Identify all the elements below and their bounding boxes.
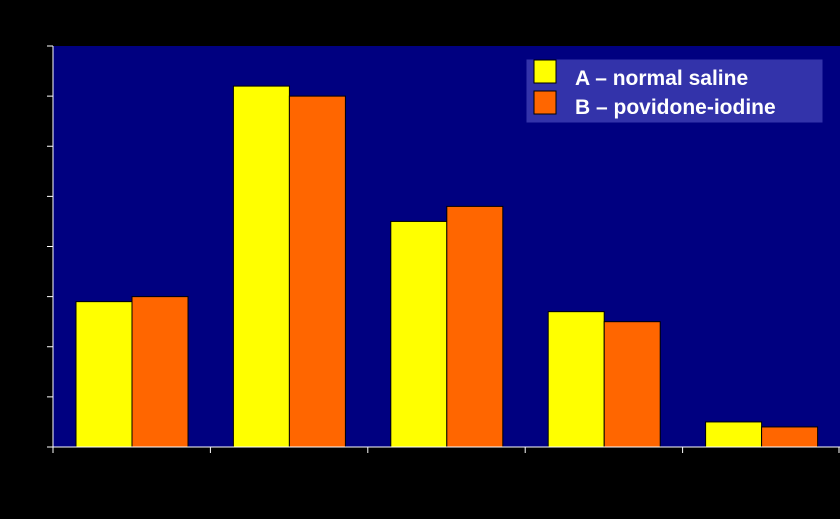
legend: A – normal saline B – povidone-iodine <box>525 58 824 124</box>
legend-label-a: A – normal saline <box>575 67 748 90</box>
bar-series-1-cat-4 <box>547 311 605 448</box>
legend-box <box>525 58 824 124</box>
legend-swatch-a <box>533 59 557 84</box>
bar-series-2-cat-5 <box>761 426 819 448</box>
bar-series-2-cat-4 <box>603 321 661 448</box>
bar-series-1-cat-1 <box>75 301 133 448</box>
bar-series-2-cat-1 <box>131 296 189 448</box>
bar-series-2-cat-3 <box>446 205 504 448</box>
bar-series-1-cat-5 <box>705 421 763 448</box>
bar-series-1-cat-3 <box>390 220 448 448</box>
bar-series-2-cat-2 <box>288 95 346 448</box>
bars-group <box>75 85 819 448</box>
bar-series-1-cat-2 <box>232 85 290 448</box>
legend-label-b: B – povidone-iodine <box>575 96 776 119</box>
axes-group <box>47 45 840 453</box>
legend-swatch-b <box>533 90 557 115</box>
